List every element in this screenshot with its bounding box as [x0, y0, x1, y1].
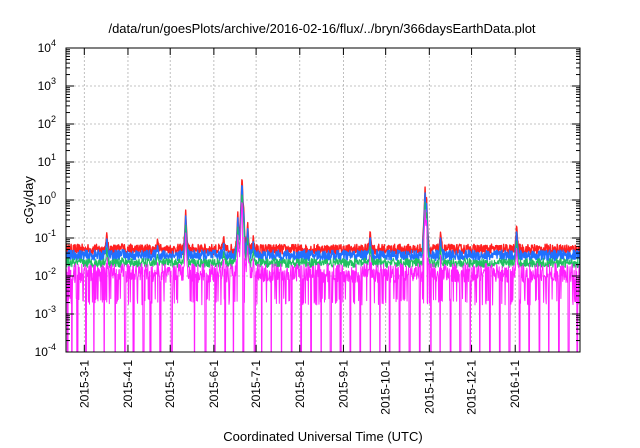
y-tick-label-exponent: 4: [51, 38, 56, 48]
x-tick-label: 2015-8-1: [293, 360, 307, 408]
chart-title: /data/run/goesPlots/archive/2016-02-16/f…: [108, 21, 535, 36]
y-tick-label-base: 10: [38, 41, 52, 55]
y-axis-label: cGy/day: [21, 176, 36, 224]
x-tick-label: 2015-11-1: [422, 360, 436, 414]
y-tick-label-base: 10: [38, 79, 52, 93]
y-tick-label-base: 10: [38, 155, 52, 169]
y-tick-label: 102: [38, 114, 56, 131]
x-tick-label: 2015-6-1: [207, 360, 221, 408]
plot-area: [66, 179, 580, 352]
y-tick-label-exponent: -2: [48, 266, 56, 276]
y-tick-label: 101: [38, 152, 56, 169]
x-tick-label: 2015-4-1: [121, 360, 135, 408]
y-tick-label-exponent: 1: [51, 152, 56, 162]
x-tick-label: 2015-3-1: [77, 360, 91, 408]
y-tick-label-exponent: 0: [51, 190, 56, 200]
series-layer: [66, 179, 580, 352]
y-tick-label-exponent: 2: [51, 114, 56, 124]
y-tick-label: 10-2: [35, 266, 56, 283]
y-tick-label: 103: [38, 76, 56, 93]
series-line-2: [66, 184, 580, 262]
y-tick-label-base: 10: [38, 117, 52, 131]
y-tick-label: 100: [38, 190, 56, 207]
y-tick-label: 10-1: [35, 228, 56, 245]
x-tick-label: 2015-5-1: [163, 360, 177, 408]
y-tick-label-base: 10: [35, 307, 49, 321]
y-tick-label: 10-3: [35, 304, 56, 321]
x-tick-label: 2016-1-1: [508, 360, 522, 408]
series-line-3: [66, 194, 580, 269]
x-axis: 2015-3-1 2015-4-1 2015-5-1 2015-6-1 2015-7-1…: [77, 48, 522, 415]
y-tick-label-base: 10: [35, 345, 49, 359]
y-tick-label-exponent: -1: [48, 228, 56, 238]
y-tick-label-base: 10: [35, 231, 49, 245]
y-tick-label: 10-4: [35, 342, 56, 359]
y-tick-label-exponent: -3: [48, 304, 56, 314]
series-line-4: [66, 202, 580, 352]
y-tick-label-base: 10: [38, 193, 52, 207]
x-tick-label: 2015-7-1: [249, 360, 263, 408]
x-axis-label: Coordinated Universal Time (UTC): [223, 429, 422, 444]
y-tick-label: 104: [38, 38, 56, 55]
y-tick-label-base: 10: [35, 269, 49, 283]
x-tick-label: 2015-12-1: [465, 360, 479, 415]
x-tick-label: 2015-10-1: [379, 360, 393, 415]
x-tick-label: 2015-9-1: [336, 360, 350, 408]
y-tick-label-exponent: -4: [48, 342, 56, 352]
y-tick-label-exponent: 3: [51, 76, 56, 86]
